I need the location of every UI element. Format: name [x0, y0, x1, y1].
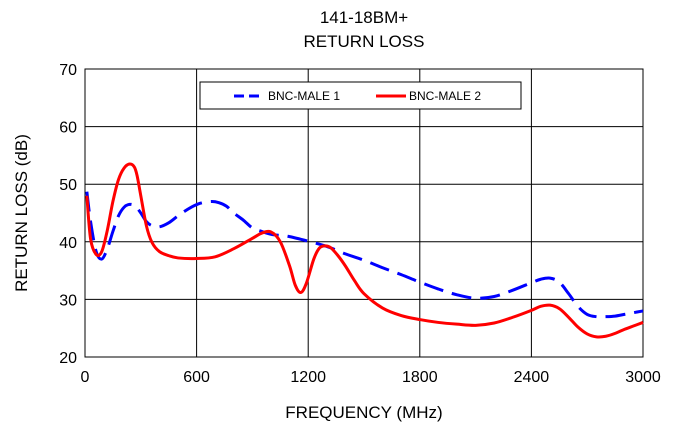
y-tick-label: 30 — [59, 292, 77, 309]
x-tick-label: 3000 — [625, 369, 661, 386]
y-tick-label: 40 — [59, 235, 77, 252]
x-tick-label: 0 — [81, 369, 90, 386]
y-tick-label: 50 — [59, 177, 77, 194]
x-axis-label: FREQUENCY (MHz) — [285, 403, 442, 422]
series-layer — [85, 162, 644, 339]
x-tick-label: 2400 — [514, 369, 550, 386]
y-tick-label: 60 — [59, 120, 77, 137]
y-axis-label: RETURN LOSS (dB) — [12, 134, 31, 292]
series-line-bnc-male-2 — [85, 162, 644, 339]
grid — [85, 69, 643, 357]
y-tick-label: 70 — [59, 62, 77, 79]
chart-title: 141-18BM+ — [320, 8, 408, 27]
legend: BNC-MALE 1 BNC-MALE 2 — [199, 81, 522, 110]
x-tick-label: 1200 — [290, 369, 326, 386]
legend-label-bnc-male-2: BNC-MALE 2 — [409, 89, 481, 103]
plot-area — [84, 68, 644, 358]
x-tick-label: 1800 — [402, 369, 438, 386]
y-tick-label: 20 — [59, 350, 77, 367]
chart-subtitle: RETURN LOSS — [304, 32, 425, 51]
tick-labels: 0 600 1200 1800 2400 3000 20 30 40 50 60 70 — [59, 62, 661, 386]
series-line-bnc-male-1 — [85, 191, 644, 319]
legend-label-bnc-male-1: BNC-MALE 1 — [268, 89, 340, 103]
x-tick-label: 600 — [183, 369, 210, 386]
